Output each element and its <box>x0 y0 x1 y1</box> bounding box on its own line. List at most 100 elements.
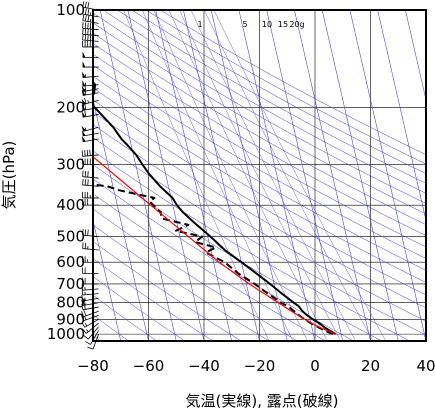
temperature-line <box>93 80 337 335</box>
mixing-ratio-line <box>168 10 328 341</box>
y-tick-label: 300 <box>56 156 85 174</box>
adiabat-line <box>93 22 426 215</box>
mixing-ratio-label: 20g <box>289 20 304 29</box>
mixing-ratio-line <box>153 10 308 341</box>
adiabat-line <box>93 76 426 271</box>
adiabat-line <box>93 124 426 322</box>
x-tick-label: 0 <box>310 357 320 375</box>
adiabat-line <box>160 10 426 155</box>
adiabat-line <box>93 87 426 283</box>
x-axis-title: 気温(実線), 露点(破線) <box>186 392 339 410</box>
wind-barb <box>82 8 99 18</box>
x-tick-label: −40 <box>188 357 220 375</box>
wind-barb <box>82 256 99 263</box>
wind-barbs <box>81 1 99 350</box>
adiabat-line <box>93 258 214 341</box>
wind-barb <box>82 277 99 285</box>
adiabat-line <box>131 10 426 174</box>
wind-barb <box>82 267 99 274</box>
y-tick-label: 700 <box>56 275 85 293</box>
wind-barb <box>81 318 99 328</box>
wind-barb <box>81 130 99 137</box>
isotherm-line <box>238 10 316 341</box>
wind-barb <box>82 14 99 24</box>
adiabat-line <box>102 10 426 194</box>
mixing-ratio-line <box>190 10 356 341</box>
wind-barb <box>81 299 99 306</box>
plot-frame <box>92 9 427 342</box>
x-tick-label: 20 <box>361 357 380 375</box>
wind-barb <box>82 28 99 37</box>
wind-barb <box>81 284 99 291</box>
parcel-line <box>93 156 336 335</box>
adiabat-line <box>93 53 426 248</box>
isotherm-line <box>405 10 426 101</box>
adiabat-line <box>93 137 426 336</box>
wind-barb <box>81 303 99 311</box>
mixing-ratio-label: 15 <box>278 20 288 29</box>
adiabat-line <box>93 43 426 236</box>
adiabat-line <box>93 208 298 341</box>
isotherm-line <box>93 98 149 341</box>
adiabat-line <box>93 294 157 341</box>
wind-barb <box>81 97 99 105</box>
adiabat-line <box>93 224 270 341</box>
adiabat-line <box>93 150 411 341</box>
mixing-ratio-label: 1 <box>197 20 202 29</box>
y-tick-label: 200 <box>56 99 85 117</box>
y-tick-label: 100 <box>56 1 85 19</box>
wind-barb <box>82 51 99 58</box>
wind-barb <box>81 135 99 143</box>
adiabat-line <box>93 314 129 341</box>
wind-barb <box>82 71 99 78</box>
wind-barb <box>81 314 99 322</box>
y-tick-label: 800 <box>56 294 85 312</box>
wind-barb <box>81 110 99 118</box>
adiabat-line <box>93 241 242 341</box>
adiabat-line <box>93 12 426 204</box>
wind-barb <box>81 295 99 302</box>
x-tick-label: −60 <box>133 357 165 375</box>
wind-barb <box>82 22 99 31</box>
wind-barb <box>81 310 99 318</box>
adiabat-line <box>145 10 426 165</box>
mixing-ratio-labels: 1 5 10 15 20g <box>197 20 304 29</box>
y-tick-label: 600 <box>56 253 85 271</box>
wind-barb <box>82 242 99 251</box>
isotherm-line <box>93 219 122 341</box>
y-axis-title: 気圧(hPa) <box>0 141 18 210</box>
isotherm-line <box>99 10 177 341</box>
dewpoint-line <box>93 183 334 336</box>
adiabat-line <box>117 10 426 184</box>
mixing-ratio-line <box>213 10 387 341</box>
mixing-ratio-label: 5 <box>242 20 247 29</box>
profile-lines <box>93 80 337 336</box>
isotherm-line <box>349 10 426 341</box>
isotherm-line <box>266 10 344 341</box>
wind-barb <box>82 61 99 68</box>
adiabat-line <box>93 111 426 309</box>
y-tick-label: 1000 <box>47 325 85 343</box>
y-tick-label: 400 <box>56 196 85 214</box>
adiabat-line <box>93 193 326 341</box>
y-tick-label: 900 <box>56 310 85 328</box>
wind-barb <box>82 199 99 206</box>
wind-barb <box>82 191 99 199</box>
x-tick-label: 40 <box>416 357 435 375</box>
x-tick-labels: −80 −60 −40 −20 0 20 40 <box>77 357 435 375</box>
wind-barb <box>82 178 99 187</box>
isotherm-line <box>377 10 426 222</box>
wind-barb <box>81 125 99 132</box>
x-tick-label: −80 <box>77 357 109 375</box>
isotherm-line <box>127 10 205 341</box>
adiabat-line <box>93 32 426 225</box>
wind-barb <box>82 158 99 166</box>
isotherm-lines <box>93 10 426 341</box>
wind-barb <box>82 170 99 179</box>
isotherm-line <box>155 10 233 341</box>
adiabat-line <box>93 99 426 296</box>
wind-barb <box>85 330 99 345</box>
wind-barb <box>82 229 99 237</box>
